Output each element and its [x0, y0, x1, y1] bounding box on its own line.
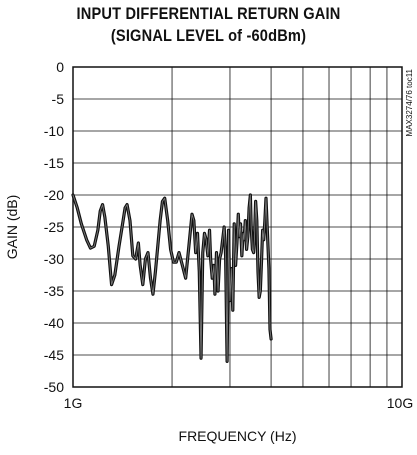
y-tick-label: -5	[52, 91, 65, 107]
y-tick-label: -20	[44, 187, 64, 203]
x-tick-label: 1G	[64, 395, 83, 411]
series-line-inner-1	[72, 194, 272, 362]
series-layer	[71, 193, 273, 363]
y-axis-label: GAIN (dB)	[4, 195, 20, 260]
y-tick-label: -45	[44, 347, 64, 363]
y-tick-label: 0	[56, 59, 64, 75]
y-tick-label: -30	[44, 251, 64, 267]
y-tick-label: -40	[44, 315, 64, 331]
x-tick-label: 10G	[387, 395, 413, 411]
y-tick-label: -50	[44, 379, 64, 395]
chart-title: INPUT DIFFERENTIAL RETURN GAIN	[76, 4, 341, 23]
y-tick-label: -35	[44, 283, 64, 299]
y-tick-label: -15	[44, 155, 64, 171]
plot-frame	[72, 66, 403, 388]
chart-subtitle: (SIGNAL LEVEL of -60dBm)	[110, 26, 307, 45]
x-axis-label: FREQUENCY (Hz)	[179, 428, 297, 444]
y-tick-label: -10	[44, 123, 64, 139]
y-tick-labels: 0 -5 -10 -15 -20 -25 -30 -35 -40 -45 -50	[44, 59, 64, 395]
part-number-note: MAX3274/76 toc11	[405, 68, 414, 136]
y-tick-label: -25	[44, 219, 64, 235]
x-tick-labels: 1G 10G	[64, 395, 414, 411]
